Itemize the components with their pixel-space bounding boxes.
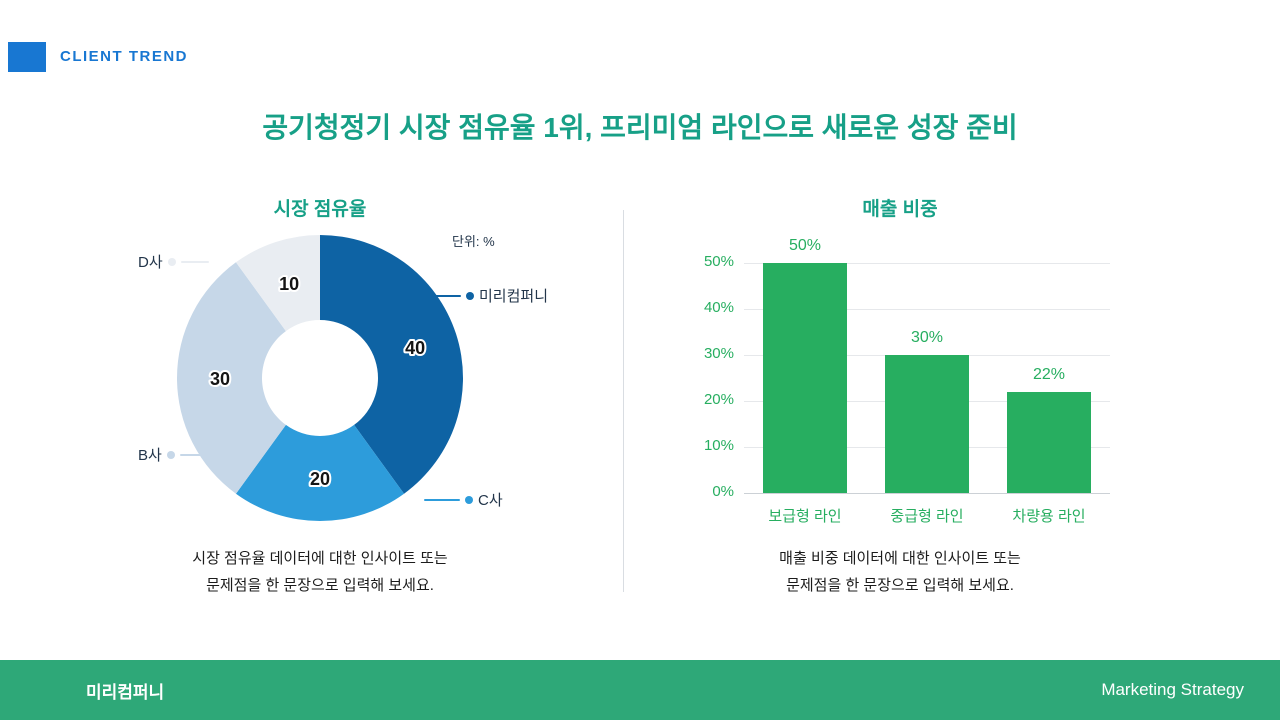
callout-leader-line [179,453,204,456]
callout-label: 미리컴퍼니 [479,288,549,305]
callout-label: D사 [138,254,163,271]
callout-company-d: D사 [138,251,209,272]
callout-company-c: C사 [424,489,503,510]
bar-category-label: 보급형 라인 [768,508,842,525]
donut-value-label: 40 [405,338,425,358]
y-axis-tick-label: 40% [703,299,734,316]
eyebrow-label: CLIENT TREND [60,48,188,65]
sales-mix-chart-title: 매출 비중 [862,199,938,220]
donut-segment-1 [320,235,463,494]
footer-company-name: 미리컴퍼니 [86,682,165,702]
section-divider [623,210,624,592]
donut-value-label: 10 [279,274,299,294]
bar-category-label: 차량용 라인 [1012,508,1086,525]
eyebrow-accent-block [8,42,46,72]
market-share-chart-title: 시장 점유율 [273,199,367,220]
unit-label: 단위: % [452,234,495,249]
caption-line: 문제점을 한 문장으로 입력해 보세요. [206,577,434,594]
callout-company-b: B사 [138,444,204,465]
bar-1 [763,263,847,493]
donut-value-label: 30 [210,369,230,389]
y-axis-tick-label: 50% [703,253,734,270]
sales-mix-caption: 매출 비중 데이터에 대한 인사이트 또는 문제점을 한 문장으로 입력해 보세… [690,545,1110,599]
callout-leader-line [180,260,209,263]
callout-dot [166,450,175,459]
footer-right-label: Marketing Strategy [1101,680,1244,699]
donut-segment-3 [177,262,286,494]
bar-value-label: 22% [1032,365,1066,383]
bar-category-label: 중급형 라인 [890,508,964,525]
gridline [744,493,1110,494]
caption-line: 문제점을 한 문장으로 입력해 보세요. [786,577,1014,594]
caption-line: 매출 비중 데이터에 대한 인사이트 또는 [779,550,1021,567]
bar-value-label: 30% [910,329,944,346]
gridline [744,263,1110,264]
footer-bar: 미리컴퍼니 Marketing Strategy [0,660,1280,720]
sales-mix-bar-chart: 50% 보급형 라인 30% 중급형 라인 22% 차량용 라인 0% 10% 20% 30% 4… [690,234,1120,534]
y-axis-tick-label: 20% [703,391,734,408]
callout-dot [466,291,474,300]
bar-plot-area: 50% 보급형 라인 30% 중급형 라인 22% 차량용 라인 [744,237,1110,525]
page-title: 공기청정기 시장 점유율 1위, 프리미엄 라인으로 새로운 성장 준비 [262,112,1018,143]
callout-leader-line [435,294,461,297]
callout-miricompany: 미리컴퍼니 [435,285,548,306]
callout-label: B사 [138,447,162,464]
bar-value-label: 50% [788,237,822,254]
donut-segment-2 [235,424,405,521]
y-axis-tick-label: 10% [703,437,734,454]
callout-dot [167,257,176,266]
y-axis-tick-label: 0% [712,483,734,500]
bar-2 [885,355,969,493]
callout-dot [465,495,473,504]
market-share-caption: 시장 점유율 데이터에 대한 인사이트 또는 문제점을 한 문장으로 입력해 보… [110,545,530,599]
y-axis-tick-label: 30% [703,345,734,362]
callout-leader-line [424,498,460,501]
donut-segment-4 [235,235,320,332]
caption-line: 시장 점유율 데이터에 대한 인사이트 또는 [192,550,448,567]
callout-label: C사 [478,492,503,509]
market-share-donut-chart: 40 20 30 10 [177,235,463,521]
donut-value-label: 20 [310,469,330,489]
gridline [744,309,1110,310]
bar-3 [1007,391,1091,493]
